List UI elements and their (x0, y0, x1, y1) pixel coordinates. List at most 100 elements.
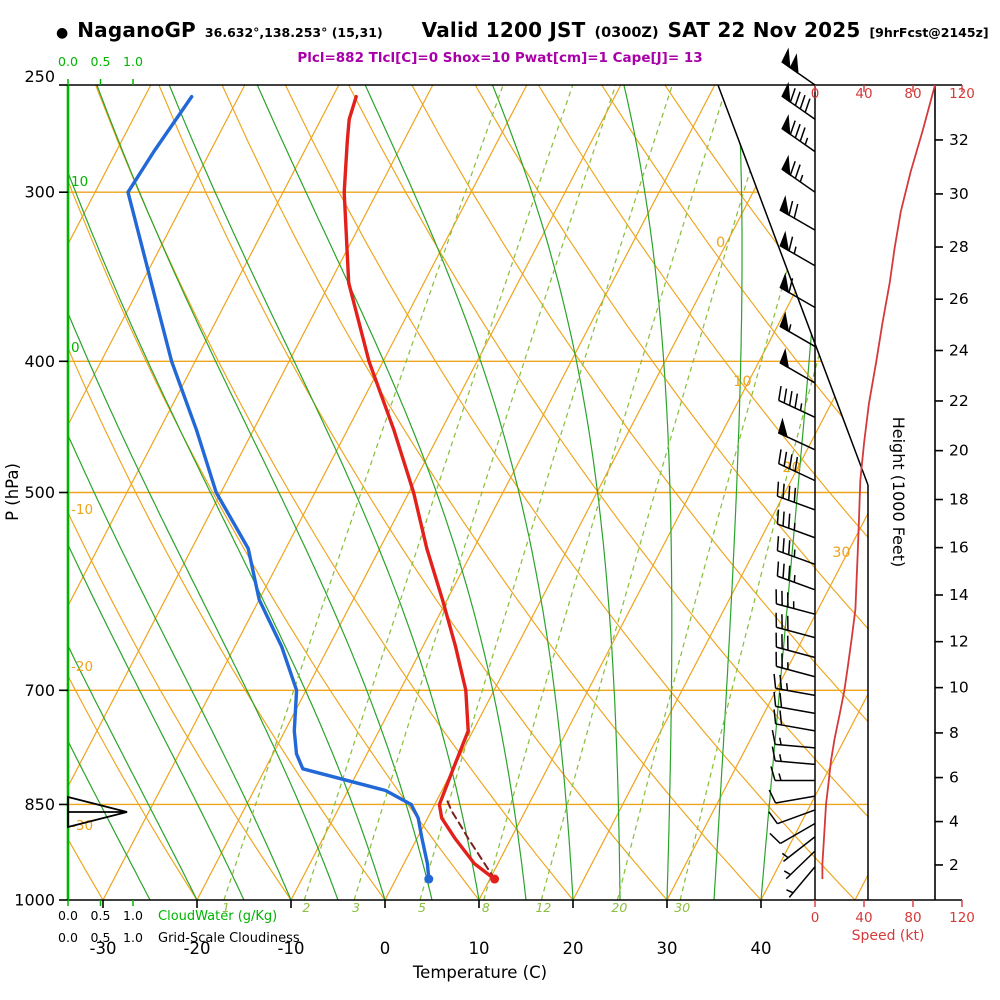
svg-text:32: 32 (949, 131, 969, 149)
svg-text:Temperature (C): Temperature (C) (412, 963, 547, 982)
sounding-profiles (126, 94, 500, 884)
svg-text:-30: -30 (90, 939, 117, 958)
wind-barbs (768, 47, 816, 898)
svg-text:500: 500 (24, 483, 55, 502)
svg-text:8: 8 (482, 900, 490, 915)
svg-text:0.5: 0.5 (91, 908, 111, 923)
svg-text:14: 14 (949, 586, 969, 604)
svg-text:0.0: 0.0 (58, 0, 78, 3)
svg-text:0.0: 0.0 (58, 54, 78, 69)
svg-text:850: 850 (24, 795, 55, 814)
svg-text:1: 1 (222, 900, 230, 915)
speed-axis: 0 0 40 40 80 80 120 120 Speed (kt) (811, 84, 975, 944)
svg-text:400: 400 (24, 352, 55, 371)
svg-text:30: 30 (657, 939, 678, 958)
svg-text:0.0: 0.0 (58, 908, 78, 923)
svg-text:40: 40 (855, 86, 872, 102)
svg-text:20: 20 (611, 900, 627, 915)
svg-text:24: 24 (949, 342, 969, 360)
svg-text:6: 6 (949, 769, 959, 787)
svg-text:22: 22 (949, 392, 969, 410)
svg-text:5: 5 (418, 900, 426, 915)
svg-text:0: 0 (811, 910, 820, 926)
svg-text:0: 0 (716, 235, 725, 251)
svg-text:Height (1000 Feet): Height (1000 Feet) (889, 417, 908, 568)
temperature-curve (342, 94, 497, 881)
pressure-axis: 250 300 400 500 700 850 1000 P (hPa) (3, 67, 68, 910)
valid-date: SAT 22 Nov 2025 (667, 18, 861, 42)
svg-text:Grid-Scale Cloudiness: Grid-Scale Cloudiness (158, 931, 300, 946)
svg-text:0.5: 0.5 (91, 0, 111, 3)
svg-text:28: 28 (949, 238, 969, 256)
svg-text:18: 18 (949, 491, 969, 509)
svg-text:0: 0 (380, 939, 391, 958)
svg-text:-20: -20 (184, 939, 211, 958)
svg-text:P (hPa): P (hPa) (3, 463, 22, 521)
svg-text:0.5: 0.5 (91, 54, 111, 69)
svg-text:80: 80 (904, 86, 921, 102)
svg-text:1.0: 1.0 (123, 908, 143, 923)
forecast-tag: [9hrFcst@2145z] (869, 25, 989, 40)
plot-borders (66, 84, 962, 901)
wind-speed-curve (821, 84, 936, 880)
svg-text:80: 80 (904, 910, 921, 926)
svg-text:12: 12 (949, 633, 969, 651)
svg-text:10: 10 (469, 939, 490, 958)
svg-text:-10: -10 (71, 502, 93, 518)
svg-text:0: 0 (71, 340, 80, 356)
surface-temperature-dot (490, 874, 500, 884)
svg-text:30: 30 (674, 900, 690, 915)
svg-text:CloudWater (g/Kg): CloudWater (g/Kg) (158, 909, 277, 924)
svg-text:10: 10 (733, 374, 751, 390)
svg-text:40: 40 (855, 910, 872, 926)
skewt-grid (68, 85, 868, 900)
dewpoint-curve (126, 94, 431, 881)
svg-text:1.0: 1.0 (123, 0, 143, 3)
svg-text:Speed (kt): Speed (kt) (852, 928, 925, 944)
svg-text:2: 2 (302, 900, 310, 915)
svg-text:2: 2 (949, 856, 959, 874)
stability-indices: Plcl=882 Tlcl[C]=0 Shox=10 Pwat[cm]=1 Ca… (297, 50, 703, 66)
parcel-path (444, 796, 496, 881)
svg-text:12: 12 (535, 900, 551, 915)
svg-text:16: 16 (949, 539, 969, 557)
chart-header: ● NaganoGP 36.632°,138.253° (15,31) Vali… (56, 18, 991, 42)
svg-text:10: 10 (71, 174, 88, 190)
svg-text:4: 4 (949, 813, 959, 831)
svg-text:120: 120 (949, 86, 975, 102)
surface-dewpoint-dot (424, 874, 434, 884)
svg-text:8: 8 (949, 724, 959, 742)
level-marker (67, 795, 128, 829)
svg-text:0.5: 0.5 (91, 930, 111, 945)
svg-text:40: 40 (751, 939, 772, 958)
svg-text:30: 30 (832, 545, 850, 561)
svg-text:0.0: 0.0 (58, 930, 78, 945)
svg-text:250: 250 (24, 67, 55, 86)
svg-text:1.0: 1.0 (123, 930, 143, 945)
station-name: NaganoGP (77, 18, 196, 42)
svg-text:20: 20 (949, 442, 969, 460)
svg-text:-10: -10 (278, 939, 305, 958)
station-coords: 36.632°,138.253° (15,31) (204, 25, 383, 40)
station-bullet: ● (56, 25, 69, 41)
svg-text:1.0: 1.0 (123, 54, 143, 69)
svg-text:120: 120 (949, 910, 975, 926)
svg-text:30: 30 (949, 185, 969, 203)
svg-text:0: 0 (811, 86, 820, 102)
svg-text:-20: -20 (71, 659, 93, 675)
valid-time: Valid 1200 JST (421, 18, 586, 42)
temperature-axis: -30 -20 -10 0 10 20 30 40 Temperature (C) (90, 900, 772, 982)
svg-text:3: 3 (352, 900, 360, 915)
svg-text:1000: 1000 (14, 891, 55, 910)
svg-text:10: 10 (949, 679, 969, 697)
valid-utc: (0300Z) (594, 25, 659, 41)
svg-text:300: 300 (24, 183, 55, 202)
cloudwater-scales: 0.0 0.0 0.0 0.0 0.5 0.5 0.5 0.5 1.0 1.0 1.0 1.0 Clou… (58, 0, 300, 946)
svg-text:20: 20 (563, 939, 584, 958)
svg-text:26: 26 (949, 290, 969, 308)
svg-text:700: 700 (24, 681, 55, 700)
